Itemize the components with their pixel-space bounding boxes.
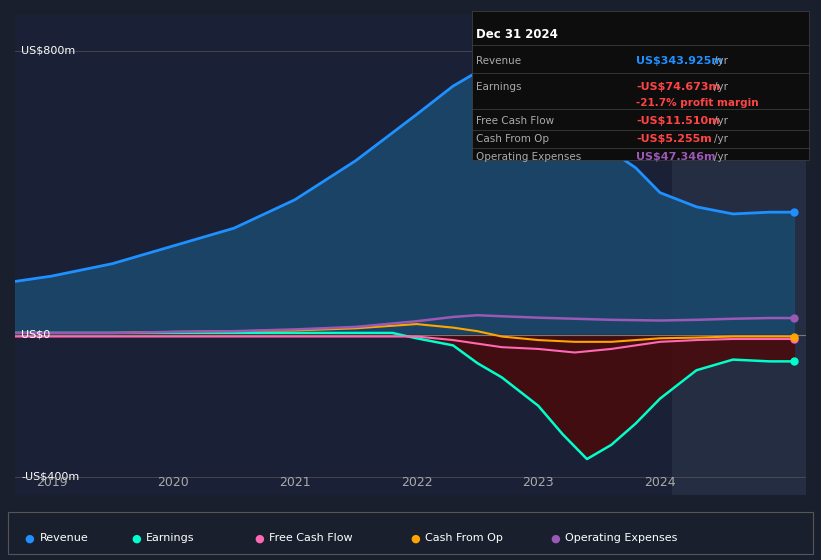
Text: 2020: 2020 bbox=[158, 476, 189, 489]
Text: US$0: US$0 bbox=[21, 330, 50, 340]
Text: US$800m: US$800m bbox=[21, 45, 76, 55]
Text: 2019: 2019 bbox=[35, 476, 67, 489]
Text: Free Cash Flow: Free Cash Flow bbox=[476, 116, 554, 126]
Text: /yr: /yr bbox=[714, 82, 728, 91]
Text: 2024: 2024 bbox=[644, 476, 676, 489]
Text: US$47.346m: US$47.346m bbox=[636, 152, 716, 162]
Text: -US$11.510m: -US$11.510m bbox=[636, 116, 720, 126]
Text: Dec 31 2024: Dec 31 2024 bbox=[476, 27, 558, 40]
Text: 2021: 2021 bbox=[279, 476, 310, 489]
Bar bbox=[672, 15, 806, 494]
Text: /yr: /yr bbox=[714, 134, 728, 144]
Text: Revenue: Revenue bbox=[39, 533, 88, 543]
Text: US$343.925m: US$343.925m bbox=[636, 57, 723, 67]
Text: Cash From Op: Cash From Op bbox=[425, 533, 503, 543]
Text: Operating Expenses: Operating Expenses bbox=[476, 152, 581, 162]
Text: -US$5.255m: -US$5.255m bbox=[636, 134, 712, 144]
Text: ●: ● bbox=[550, 533, 560, 543]
Text: 2023: 2023 bbox=[522, 476, 554, 489]
Text: Operating Expenses: Operating Expenses bbox=[565, 533, 677, 543]
Text: 2022: 2022 bbox=[401, 476, 433, 489]
Text: -US$74.673m: -US$74.673m bbox=[636, 82, 720, 91]
Text: -21.7% profit margin: -21.7% profit margin bbox=[636, 97, 759, 108]
Text: /yr: /yr bbox=[714, 152, 728, 162]
Text: Cash From Op: Cash From Op bbox=[476, 134, 549, 144]
Text: Earnings: Earnings bbox=[146, 533, 195, 543]
Text: ●: ● bbox=[255, 533, 264, 543]
Text: Free Cash Flow: Free Cash Flow bbox=[269, 533, 353, 543]
Text: /yr: /yr bbox=[714, 57, 728, 67]
Text: ●: ● bbox=[410, 533, 420, 543]
Text: Revenue: Revenue bbox=[476, 57, 521, 67]
Text: -US$400m: -US$400m bbox=[21, 472, 80, 482]
Text: /yr: /yr bbox=[714, 116, 728, 126]
Text: Earnings: Earnings bbox=[476, 82, 521, 91]
Text: ●: ● bbox=[131, 533, 141, 543]
Text: ●: ● bbox=[25, 533, 34, 543]
